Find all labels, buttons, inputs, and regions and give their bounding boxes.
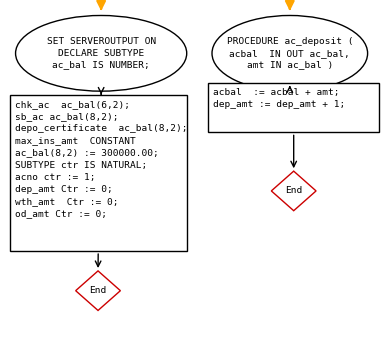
Bar (208, 83, 379, 132)
Ellipse shape (16, 15, 187, 91)
Polygon shape (75, 271, 121, 310)
Polygon shape (271, 171, 316, 211)
Text: SET SERVEROUTPUT ON
DECLARE SUBTYPE
ac_bal IS NUMBER;: SET SERVEROUTPUT ON DECLARE SUBTYPE ac_b… (47, 37, 156, 69)
Text: End: End (89, 286, 107, 295)
Text: chk_ac  ac_bal(6,2);
sb_ac ac_bal(8,2);
depo_certificate  ac_bal(8,2);
max_ins_a: chk_ac ac_bal(6,2); sb_ac ac_bal(8,2); d… (15, 100, 187, 218)
Bar (10, 95, 187, 251)
Ellipse shape (212, 15, 368, 91)
Text: End: End (285, 186, 302, 195)
Text: PROCEDURE ac_deposit (
acbal  IN OUT ac_bal,
amt IN ac_bal ): PROCEDURE ac_deposit ( acbal IN OUT ac_b… (226, 37, 353, 69)
Text: acbal  := acbal + amt;
dep_amt := dep_amt + 1;: acbal := acbal + amt; dep_amt := dep_amt… (213, 88, 345, 109)
